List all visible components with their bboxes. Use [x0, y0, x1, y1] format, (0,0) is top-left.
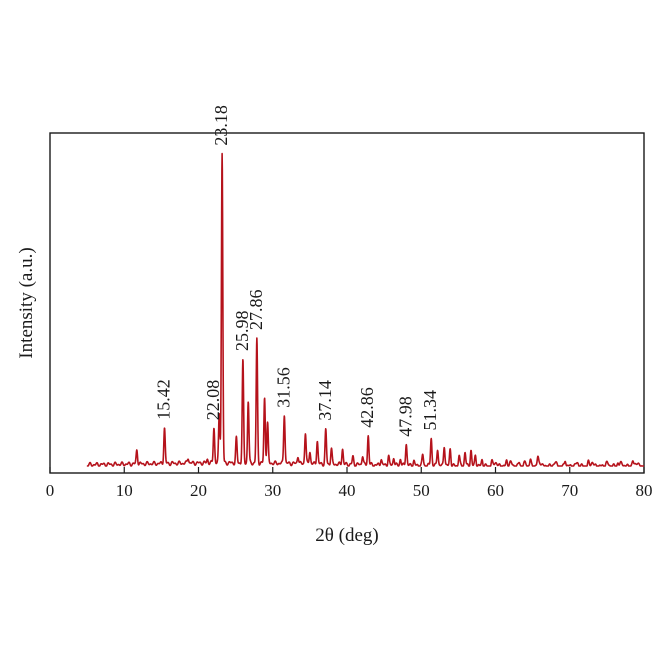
x-tick-label: 60	[487, 481, 504, 500]
x-axis-label: 2θ (deg)	[315, 525, 378, 546]
x-tick-label: 30	[264, 481, 281, 500]
y-axis-label: Intensity (a.u.)	[16, 247, 37, 358]
peak-label: 31.56	[273, 367, 293, 408]
peak-label: 22.08	[203, 380, 223, 421]
x-tick-label: 70	[561, 481, 578, 500]
peak-label: 47.98	[395, 396, 415, 437]
x-tick-label: 40	[339, 481, 356, 500]
x-tick-label: 10	[116, 481, 133, 500]
x-tick-label: 50	[413, 481, 430, 500]
peak-label: 25.98	[232, 311, 252, 352]
x-tick-label: 20	[190, 481, 207, 500]
peak-label: 27.86	[246, 290, 266, 331]
peak-label: 15.42	[154, 379, 174, 420]
peak-label: 23.18	[211, 105, 231, 146]
x-tick-label: 80	[636, 481, 653, 500]
x-tick-labels: 0 10 20 30 40 50 60 70 80	[46, 481, 653, 500]
plot-frame	[49, 132, 645, 474]
peak-label: 51.34	[420, 390, 440, 431]
peak-label: 37.14	[315, 380, 335, 421]
x-tick-label: 0	[46, 481, 55, 500]
diffraction-line	[86, 152, 645, 467]
x-ticks	[49, 467, 645, 473]
peak-label: 42.86	[357, 387, 377, 428]
